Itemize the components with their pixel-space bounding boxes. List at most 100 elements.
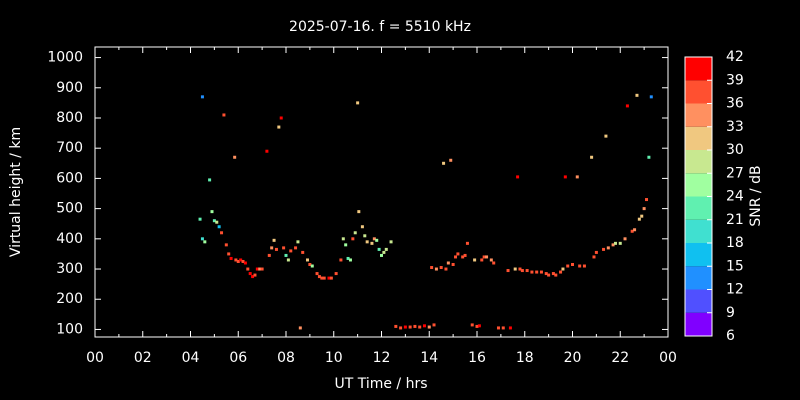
data-point: [645, 198, 649, 202]
data-point: [317, 275, 321, 279]
data-point: [357, 210, 361, 214]
colorbar-band: [685, 312, 712, 336]
data-point: [444, 267, 448, 271]
data-point: [305, 258, 309, 262]
data-point: [518, 267, 522, 271]
y-tick-label: 500: [56, 201, 83, 217]
data-point: [222, 113, 226, 117]
data-point: [236, 259, 240, 263]
data-point: [220, 231, 224, 235]
data-point: [356, 101, 360, 105]
data-point: [258, 267, 262, 271]
colorbar-tick-label: 39: [726, 72, 744, 88]
colorbar-band: [685, 289, 712, 313]
data-point: [446, 261, 450, 265]
colorbar-band: [685, 103, 712, 127]
y-tick-label: 200: [56, 291, 83, 307]
data-point: [272, 238, 276, 242]
data-point: [571, 263, 574, 266]
data-point: [322, 276, 326, 280]
x-tick-label: 10: [325, 350, 343, 366]
y-tick-label: 600: [56, 170, 83, 186]
data-point: [253, 273, 257, 277]
data-point: [375, 238, 379, 242]
data-point: [203, 240, 207, 244]
data-point: [344, 243, 348, 247]
data-point: [594, 250, 598, 254]
y-axis-label: Virtual height / km: [8, 127, 24, 257]
data-point: [418, 325, 422, 329]
x-tick-label: 00: [659, 350, 677, 366]
data-point: [217, 225, 221, 229]
data-point: [604, 134, 608, 138]
colorbar-band: [685, 80, 712, 104]
data-point: [315, 272, 319, 276]
data-point: [422, 324, 426, 328]
y-tick-label: 1000: [47, 50, 83, 66]
colorbar-band: [685, 57, 712, 81]
data-point: [525, 269, 529, 273]
data-point: [520, 269, 524, 273]
data-point: [611, 243, 615, 247]
data-point: [320, 276, 324, 280]
data-point: [370, 241, 374, 245]
data-point: [346, 256, 350, 260]
colorbar-band: [685, 219, 712, 243]
data-point: [513, 267, 517, 271]
data-point: [449, 158, 453, 162]
data-point: [456, 252, 460, 256]
data-point: [501, 326, 505, 330]
data-point: [310, 264, 314, 268]
y-tick-label: 300: [56, 261, 83, 277]
data-point: [274, 247, 278, 251]
colorbar-tick-label: 6: [726, 328, 735, 344]
data-point: [530, 270, 534, 274]
data-point: [308, 263, 312, 266]
data-point: [463, 253, 467, 257]
colorbar-tick-label: 27: [726, 165, 744, 181]
data-point: [489, 258, 493, 262]
data-point: [243, 261, 247, 265]
data-point: [277, 125, 281, 129]
data-point: [399, 326, 403, 330]
data-point: [233, 155, 237, 159]
data-point: [442, 161, 446, 165]
data-point: [286, 258, 290, 262]
data-point: [582, 264, 586, 268]
data-point: [339, 258, 343, 262]
data-point: [377, 247, 381, 251]
data-point: [210, 210, 214, 214]
data-point: [365, 240, 369, 244]
data-point: [649, 95, 653, 99]
x-tick-label: 20: [564, 350, 582, 366]
data-point: [473, 258, 477, 262]
data-point: [270, 246, 274, 250]
data-point: [296, 240, 300, 244]
colorbar-tick-label: 15: [726, 258, 744, 274]
x-tick-label: 22: [611, 350, 629, 366]
colorbar-tick-label: 18: [726, 235, 744, 251]
data-point: [434, 267, 438, 271]
data-point: [430, 266, 434, 270]
data-point: [267, 253, 271, 257]
data-point: [590, 155, 594, 159]
data-point: [559, 270, 563, 274]
data-point: [341, 237, 345, 241]
data-point: [363, 234, 367, 238]
data-point: [200, 237, 204, 241]
data-point: [496, 326, 500, 330]
data-point: [224, 243, 228, 247]
data-point: [329, 276, 333, 280]
data-point: [351, 237, 355, 241]
data-point: [475, 324, 479, 328]
data-point: [508, 326, 512, 330]
data-point: [284, 253, 288, 257]
data-point: [215, 220, 219, 224]
colorbar-band: [685, 150, 712, 174]
x-tick-label: 02: [134, 350, 152, 366]
data-point: [563, 175, 567, 179]
data-point: [382, 250, 386, 254]
data-point: [380, 253, 383, 257]
data-point: [623, 237, 627, 241]
data-point: [640, 214, 644, 218]
